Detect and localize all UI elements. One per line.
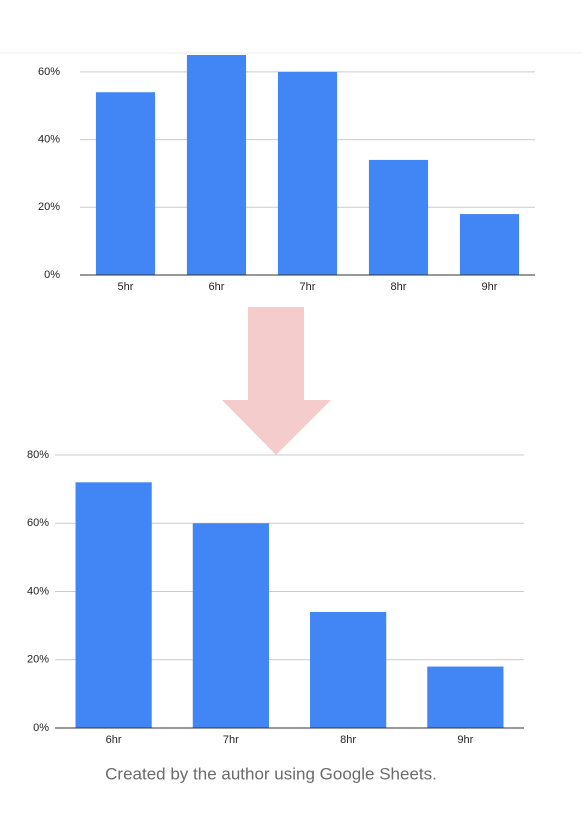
y-tick-label: 20% [27,654,49,666]
y-tick-label: 60% [38,66,60,78]
bar [75,482,152,728]
y-tick-label: 20% [38,201,60,213]
x-tick-label: 7hr [223,734,239,746]
x-tick-label: 7hr [300,281,316,293]
bar [277,71,338,275]
x-tick-label: 8hr [391,281,407,293]
y-tick-label: 0% [33,722,49,734]
x-tick-label: 6hr [209,281,225,293]
bar [310,611,387,728]
bar [186,55,247,275]
bar [368,159,429,275]
down-arrow [222,307,331,455]
bar [459,214,520,275]
y-tick-label: 60% [27,517,49,529]
x-tick-label: 9hr [457,734,473,746]
bar [95,92,156,275]
y-tick-label: 80% [27,449,49,461]
x-tick-label: 6hr [106,734,122,746]
x-tick-label: 8hr [340,734,356,746]
bar [427,666,504,728]
bar [192,523,269,728]
y-tick-label: 0% [44,269,60,281]
x-tick-label: 9hr [482,281,498,293]
y-tick-label: 40% [27,585,49,597]
caption: Created by the author using Google Sheet… [105,764,437,783]
y-tick-label: 40% [38,134,60,146]
x-tick-label: 5hr [118,281,134,293]
